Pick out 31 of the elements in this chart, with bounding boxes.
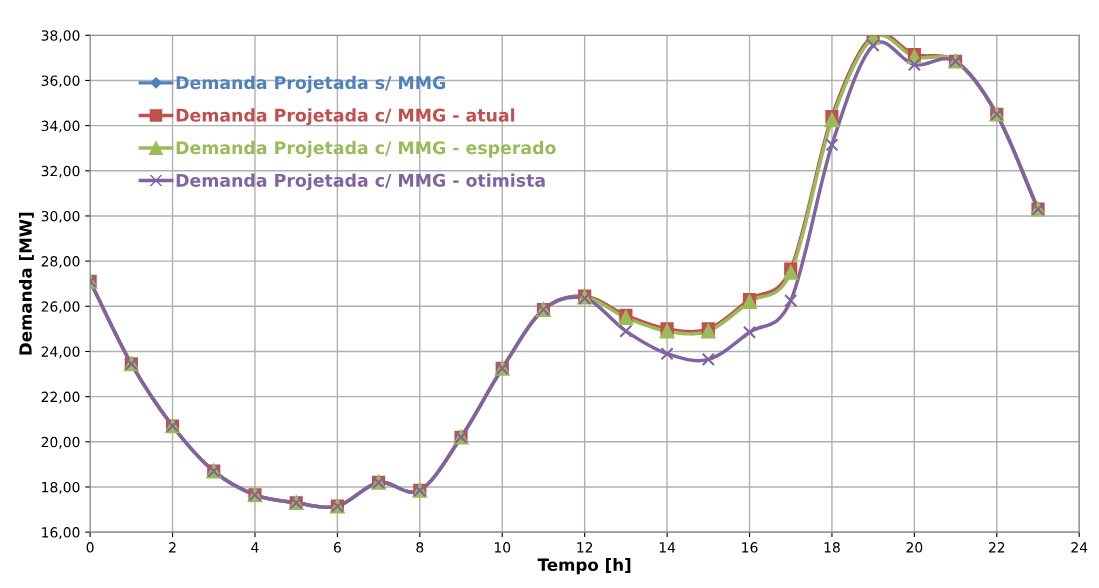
legend-label: Demanda Projetada c/ MMG - atual [176, 108, 515, 126]
x-tick-label: 14 [659, 542, 676, 553]
legend-label: Demanda Projetada s/ MMG [176, 75, 445, 93]
x-tick-label: 18 [824, 542, 840, 553]
x-tick-label: 10 [494, 542, 511, 553]
y-tick-label: 22,00 [41, 391, 80, 404]
y-tick-label: 38,00 [41, 30, 80, 43]
x-tick-label: 22 [988, 542, 1005, 553]
y-tick-label: 20,00 [41, 436, 80, 449]
x-tick-label: 12 [577, 542, 593, 553]
y-axis-title: Demanda [MW] [18, 212, 34, 355]
y-tick-label: 28,00 [41, 256, 80, 269]
y-tick-label: 32,00 [41, 165, 80, 178]
legend-label: Demanda Projetada c/ MMG - esperado [176, 140, 556, 158]
y-tick-label: 30,00 [41, 210, 80, 223]
x-tick-label: 2 [169, 542, 176, 553]
y-tick-label: 18,00 [42, 481, 80, 494]
x-tick-label: 0 [86, 542, 94, 553]
x-tick-label: 24 [1071, 542, 1088, 553]
x-tick-label: 4 [251, 542, 259, 553]
x-axis-title: Tempo [h] [537, 558, 631, 575]
x-tick-label: 8 [416, 542, 424, 553]
y-tick-label: 24,00 [41, 346, 80, 359]
y-tick-label: 34,00 [41, 120, 80, 133]
y-tick-label: 26,00 [41, 301, 80, 314]
y-tick-label: 36,00 [41, 75, 80, 88]
x-tick-label: 16 [742, 542, 758, 553]
legend-label: Demanda Projetada c/ MMG - otimista [176, 173, 545, 191]
x-tick-label: 20 [906, 542, 923, 553]
y-tick-label: 16,00 [42, 527, 80, 540]
x-tick-label: 6 [333, 542, 341, 553]
